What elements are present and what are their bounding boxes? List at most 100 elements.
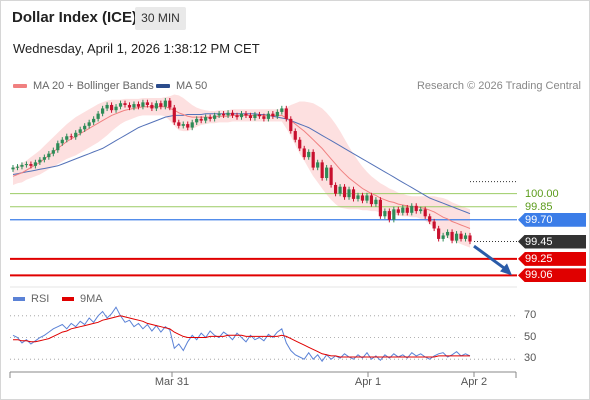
candle-body (87, 122, 91, 126)
candle-body (230, 112, 235, 116)
rsi-ma-swatch (62, 297, 74, 301)
candle-body (217, 113, 221, 116)
candle-body (419, 209, 423, 212)
candle-body (468, 235, 472, 242)
candle-body (392, 209, 396, 220)
candle-body (459, 233, 463, 239)
rsi-ma-legend-label: 9MA (80, 293, 103, 305)
legend-rsi: RSI (13, 293, 49, 305)
candle-body (333, 184, 338, 194)
level-label-pivot: 99.70 (518, 212, 586, 227)
candle-body (378, 199, 382, 217)
instrument-title: Dollar Index (ICE) (12, 9, 138, 26)
candle-body (78, 129, 82, 133)
candle-body (47, 153, 51, 158)
candle-body (15, 166, 20, 168)
candle-body (51, 150, 55, 154)
candle-body (11, 167, 15, 170)
candle-body (325, 167, 329, 179)
level-label-support: 99.25 (518, 251, 586, 266)
candle-body (316, 162, 320, 168)
x-axis-label: Apr 2 (460, 376, 488, 388)
candle-body (24, 164, 29, 166)
candle-body (69, 136, 73, 138)
candle-body (441, 235, 445, 239)
candle-body (42, 157, 46, 160)
legend-bollinger: MA 20 + Bollinger Bands (13, 80, 154, 92)
candle-body (38, 159, 42, 163)
candle-body (311, 151, 315, 168)
candle-body (118, 103, 123, 107)
rsi-legend-label: RSI (31, 293, 50, 305)
candle-body (414, 205, 418, 212)
candle-body (374, 199, 378, 205)
candle-body (410, 205, 414, 213)
candle-body (145, 102, 150, 105)
candle-body (101, 108, 105, 114)
candle-body (428, 216, 432, 222)
candle-body (159, 103, 163, 107)
candle-body (298, 139, 302, 149)
x-axis-label: Mar 31 (154, 376, 190, 388)
candle-body (96, 113, 100, 119)
research-credit: Research © 2026 Trading Central (416, 80, 581, 92)
candle-body (280, 108, 284, 112)
candle-body (221, 113, 226, 116)
candle-body (387, 211, 391, 220)
candle-body (454, 233, 459, 241)
candle-body (266, 113, 270, 119)
candle-body (401, 207, 405, 213)
candle-body (437, 228, 441, 239)
candle-body (275, 111, 279, 117)
candle-body (168, 100, 172, 108)
candle-body (360, 195, 365, 201)
candle-body (177, 122, 181, 126)
candle-body (141, 102, 145, 107)
candle-body (33, 162, 38, 166)
candle-body (186, 124, 190, 128)
rsi-ma-line (13, 315, 470, 358)
candle-body (257, 114, 262, 117)
candle-body (154, 103, 158, 109)
candle-body (463, 235, 468, 239)
ma50-swatch (156, 84, 170, 88)
candle-body (208, 117, 212, 119)
candle-body (204, 117, 208, 121)
candle-body (74, 132, 78, 138)
bollinger-swatch (13, 84, 27, 88)
level-label-resistance: 100.00 (525, 187, 559, 200)
candle-body (239, 113, 244, 118)
candle-body (445, 231, 450, 236)
rsi-line (12, 306, 471, 363)
candle-body (127, 104, 132, 108)
candle-body (307, 151, 311, 158)
candle-body (65, 136, 69, 140)
candle-body (342, 186, 347, 198)
candle-body (351, 189, 356, 199)
level-label-last: 99.45 (518, 234, 586, 249)
candle-body (284, 108, 288, 119)
candle-body (123, 103, 127, 105)
projection-arrow-head (500, 263, 512, 276)
candle-body (432, 221, 436, 229)
chart-header: Dollar Index (ICE) 30 MIN (0, 0, 588, 36)
candle-body (365, 195, 369, 201)
bollinger-legend-label: MA 20 + Bollinger Bands (33, 80, 154, 92)
candle-body (405, 207, 409, 213)
candle-body (199, 118, 203, 121)
candle-body (383, 211, 387, 217)
candle-body (423, 209, 427, 217)
candle-body (248, 115, 253, 119)
candle-body (132, 104, 136, 108)
timeframe-selector[interactable]: 30 MIN (135, 7, 186, 30)
candle-body (136, 104, 141, 107)
candle-body (450, 231, 454, 241)
candle-body (163, 100, 167, 107)
candle-body (150, 104, 154, 109)
candle-body (114, 106, 118, 111)
candle-body (92, 118, 96, 123)
candle-body (60, 139, 64, 144)
level-label-resistance: 99.85 (525, 200, 553, 213)
rsi-tick-label: 50 (524, 330, 537, 343)
candle-body (329, 167, 333, 185)
